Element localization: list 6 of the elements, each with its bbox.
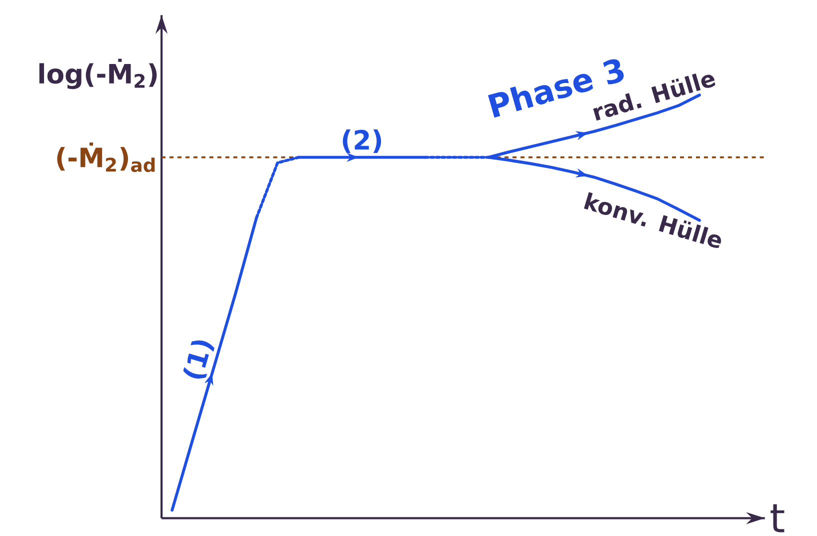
legend-label: konv. Hülle bbox=[584, 192, 722, 248]
text: (1) bbox=[183, 340, 214, 378]
ref-line-label: (-Ṁ$_{2}$)$_{ad}$ bbox=[57, 142, 155, 172]
y-axis-title: log(-Ṁ$_{2}$) bbox=[39, 58, 157, 89]
x-axis-title: t bbox=[770, 504, 784, 532]
series-label: (2) bbox=[342, 129, 382, 153]
